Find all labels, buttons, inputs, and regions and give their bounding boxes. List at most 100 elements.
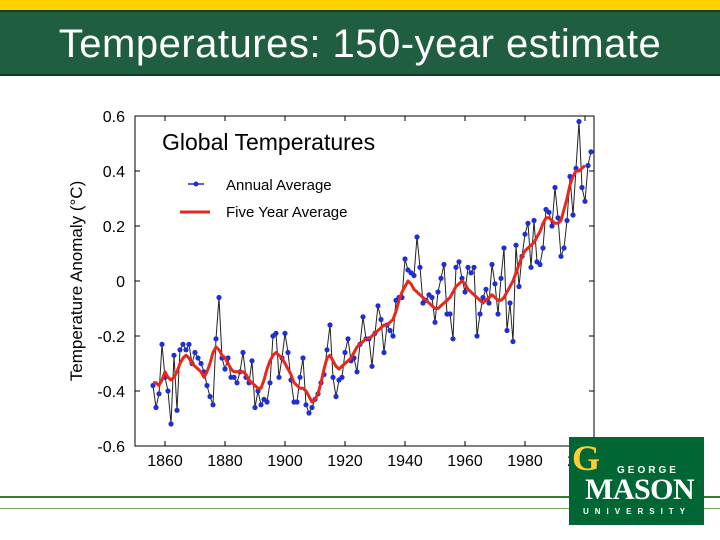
footer-line (0, 496, 720, 498)
annual-point (495, 311, 501, 317)
annual-point (330, 374, 336, 380)
annual-point (168, 421, 174, 427)
annual-point (480, 294, 486, 301)
annual-point (213, 336, 219, 342)
annual-point (513, 242, 519, 248)
annual-point (234, 380, 240, 386)
annual-point (489, 261, 495, 268)
annual-point (501, 245, 507, 251)
annual-point (465, 264, 471, 270)
gm-monogram-icon: G (572, 438, 601, 478)
annual-point (432, 319, 438, 325)
annual-point (417, 264, 423, 270)
annual-point (546, 209, 552, 215)
annual-point (411, 272, 417, 279)
annual-point (585, 162, 591, 169)
y-axis-label: Temperature Anomaly (°C) (67, 181, 86, 381)
annual-point (558, 253, 564, 259)
x-tick-label: 1880 (207, 453, 243, 470)
annual-point (537, 261, 543, 268)
annual-point (222, 366, 228, 372)
annual-point (300, 355, 306, 361)
annual-point (264, 399, 270, 405)
x-tick-label: 1920 (327, 453, 363, 470)
annual-point (180, 341, 186, 347)
annual-point (327, 322, 333, 328)
annual-point (378, 316, 384, 323)
annual-point (552, 184, 558, 191)
annual-point (354, 369, 360, 375)
annual-point (369, 363, 375, 369)
annual-point (492, 281, 498, 287)
annual-point (210, 402, 216, 408)
annual-point (579, 184, 585, 191)
logo-mason-text: MASON (585, 473, 695, 506)
annual-point (498, 275, 504, 281)
annual-point (570, 212, 576, 218)
footer-line-thin (0, 508, 720, 509)
annual-point (375, 303, 381, 309)
annual-point (156, 391, 162, 397)
annual-point (177, 347, 183, 353)
annual-point (525, 220, 531, 226)
annual-point (294, 399, 300, 405)
y-tick-label: 0.6 (103, 109, 125, 126)
annual-point (231, 374, 237, 380)
y-tick-label: -0.6 (97, 439, 125, 456)
annual-point (549, 223, 555, 229)
annual-point (309, 404, 315, 411)
chart-title: Global Temperatures (162, 129, 375, 155)
annual-point (402, 256, 408, 262)
annual-point (507, 300, 513, 306)
annual-point (252, 404, 258, 411)
y-tick-label: 0.4 (103, 164, 125, 181)
annual-point (153, 404, 159, 411)
legend-annual-label: Annual Average (226, 177, 332, 194)
annual-point (516, 283, 522, 290)
annual-point (195, 355, 201, 361)
gmu-logo: G GEORGE MASON UNIVERSITY (569, 437, 704, 525)
annual-point (192, 349, 198, 356)
annual-point (333, 393, 339, 400)
title-banner: Temperatures: 150-year estimate (0, 10, 720, 76)
annual-point (276, 374, 282, 380)
annual-point (204, 382, 210, 389)
annual-point (414, 234, 420, 240)
annual-point (522, 231, 528, 237)
annual-point (267, 380, 273, 386)
annual-point (342, 349, 348, 356)
annual-point (456, 259, 462, 265)
legend: Annual Average Five Year Average (180, 177, 347, 221)
annual-point (198, 360, 204, 367)
annual-point (441, 261, 447, 268)
annual-point (471, 264, 477, 270)
x-tick-label: 1900 (267, 453, 303, 470)
annual-point (339, 374, 345, 380)
annual-point (510, 338, 516, 345)
annual-point (303, 402, 309, 408)
annual-point (459, 275, 465, 281)
top-accent-bar (0, 0, 720, 10)
annual-point (285, 349, 291, 356)
logo-george-text: GEORGE (617, 465, 679, 476)
annual-point (183, 347, 189, 353)
y-tick-label: -0.2 (97, 329, 125, 346)
annual-point (561, 245, 567, 251)
annual-point (306, 410, 312, 416)
annual-point (528, 264, 534, 270)
annual-point (165, 388, 171, 394)
annual-point (360, 314, 366, 320)
annual-point (447, 311, 453, 317)
annual-point (564, 217, 570, 224)
annual-point (435, 289, 441, 295)
annual-point (504, 327, 510, 334)
annual-point (186, 341, 192, 347)
annual-point (474, 333, 480, 339)
annual-point (429, 294, 435, 301)
logo-university-text: UNIVERSITY (583, 507, 692, 516)
annual-point (390, 333, 396, 339)
annual-point (207, 393, 213, 400)
annual-point (216, 294, 222, 301)
series-five-year-line (153, 164, 587, 404)
